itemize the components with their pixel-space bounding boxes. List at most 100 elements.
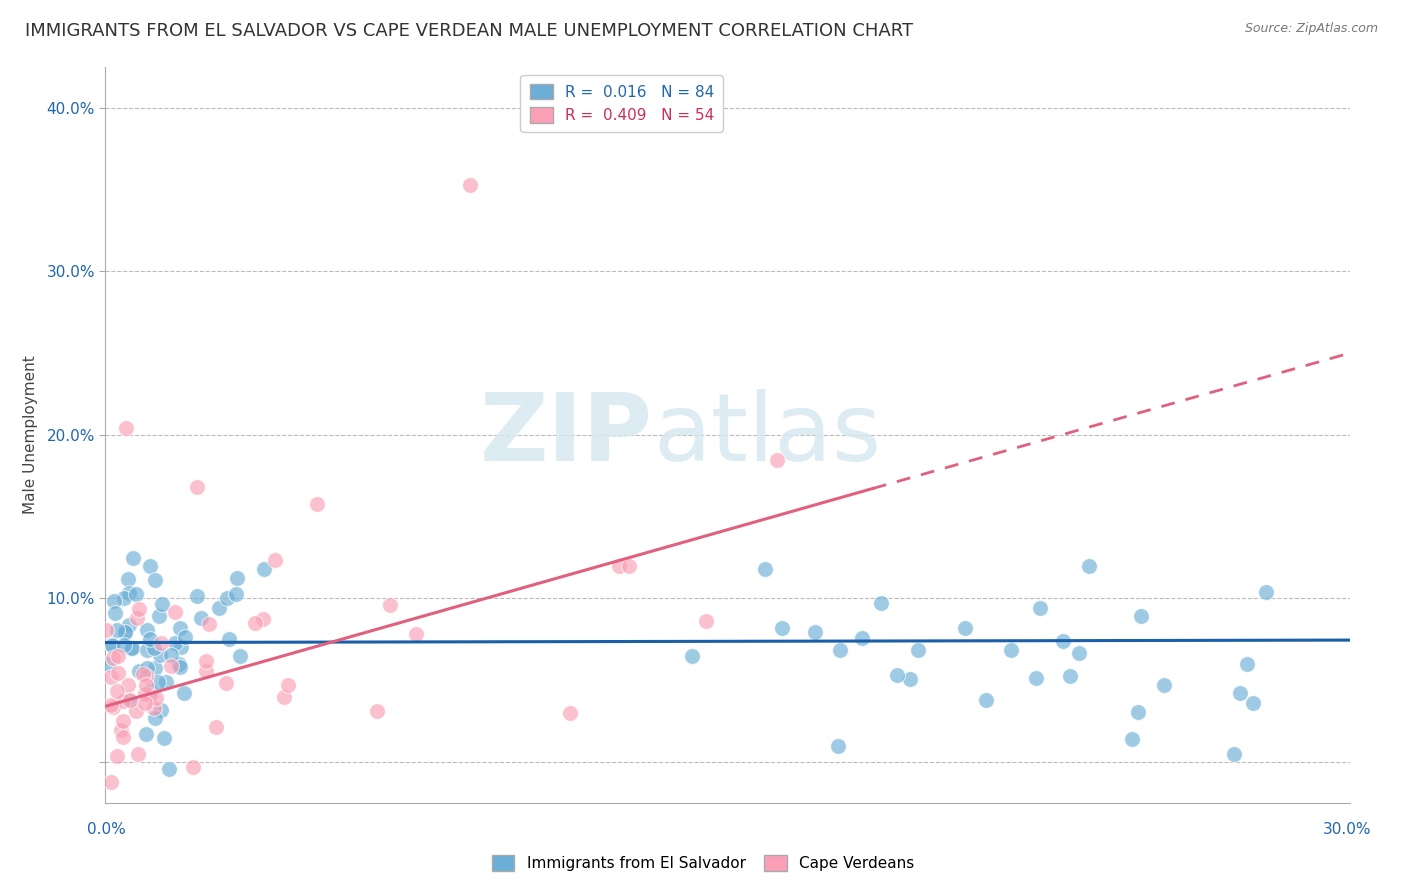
Point	[143, 660, 166, 674]
Text: ZIP: ZIP	[479, 389, 652, 481]
Point	[907, 643, 929, 657]
Point	[215, 676, 238, 690]
Point	[253, 562, 276, 576]
Point	[149, 703, 172, 717]
Point	[112, 591, 135, 605]
Point	[1153, 678, 1175, 692]
Point	[121, 640, 143, 655]
Point	[138, 558, 160, 573]
Point	[132, 667, 155, 681]
Point	[152, 731, 174, 746]
Point	[135, 678, 157, 692]
Point	[127, 747, 149, 761]
Point	[828, 642, 851, 657]
Point	[169, 657, 191, 672]
Point	[886, 668, 908, 682]
Point	[135, 669, 157, 683]
Point	[94, 623, 117, 637]
Point	[128, 602, 150, 616]
Point	[195, 654, 218, 668]
Point	[215, 591, 238, 606]
Point	[160, 648, 183, 663]
Point	[305, 496, 328, 510]
Legend: Immigrants from El Salvador, Cape Verdeans: Immigrants from El Salvador, Cape Verdea…	[485, 849, 921, 877]
Point	[1121, 731, 1143, 746]
Point	[181, 760, 204, 774]
Point	[125, 704, 148, 718]
Text: Source: ZipAtlas.com: Source: ZipAtlas.com	[1244, 22, 1378, 36]
Point	[155, 675, 177, 690]
Point	[558, 706, 581, 720]
Point	[900, 672, 922, 686]
Point	[122, 550, 145, 565]
Point	[827, 739, 849, 753]
Point	[198, 616, 221, 631]
Point	[160, 659, 183, 673]
Point	[125, 587, 148, 601]
Point	[104, 607, 127, 621]
Point	[143, 574, 166, 588]
Point	[218, 632, 240, 647]
Point	[1254, 584, 1277, 599]
Point	[617, 559, 640, 574]
Point	[142, 641, 165, 656]
Point	[105, 623, 128, 637]
Point	[366, 704, 388, 718]
Point	[870, 596, 893, 610]
Point	[120, 640, 142, 655]
Point	[1069, 646, 1091, 660]
Point	[112, 694, 135, 708]
Legend: R =  0.016   N = 84, R =  0.409   N = 54: R = 0.016 N = 84, R = 0.409 N = 54	[520, 75, 723, 133]
Point	[143, 711, 166, 725]
Point	[103, 594, 125, 608]
Point	[134, 687, 156, 701]
Point	[173, 686, 195, 700]
Point	[1243, 697, 1265, 711]
Point	[134, 696, 156, 710]
Point	[150, 635, 173, 649]
Point	[804, 624, 827, 639]
Point	[118, 617, 141, 632]
Point	[115, 421, 138, 435]
Point	[150, 597, 173, 611]
Point	[170, 640, 193, 654]
Point	[105, 748, 128, 763]
Point	[1222, 747, 1244, 761]
Point	[173, 630, 195, 644]
Point	[100, 698, 122, 712]
Point	[754, 562, 776, 576]
Point	[851, 632, 873, 646]
Point	[100, 670, 122, 684]
Point	[405, 627, 427, 641]
Point	[766, 453, 789, 467]
Point	[118, 693, 141, 707]
Point	[229, 648, 252, 663]
Point	[273, 690, 295, 705]
Point	[1052, 634, 1074, 648]
Point	[252, 612, 274, 626]
Text: 30.0%: 30.0%	[1323, 822, 1371, 837]
Point	[1077, 558, 1099, 573]
Point	[114, 626, 136, 640]
Point	[101, 700, 124, 714]
Point	[770, 621, 793, 635]
Point	[145, 690, 167, 705]
Point	[1025, 672, 1047, 686]
Point	[117, 678, 139, 692]
Point	[165, 605, 187, 619]
Point	[1129, 608, 1152, 623]
Point	[695, 614, 717, 628]
Point	[136, 642, 159, 657]
Point	[953, 621, 976, 635]
Point	[110, 723, 132, 738]
Point	[148, 675, 170, 690]
Point	[112, 731, 135, 745]
Point	[149, 648, 172, 662]
Point	[139, 632, 162, 647]
Text: 0.0%: 0.0%	[87, 822, 127, 837]
Point	[378, 598, 401, 612]
Point	[1128, 706, 1150, 720]
Point	[128, 664, 150, 678]
Point	[117, 586, 139, 600]
Point	[186, 590, 208, 604]
